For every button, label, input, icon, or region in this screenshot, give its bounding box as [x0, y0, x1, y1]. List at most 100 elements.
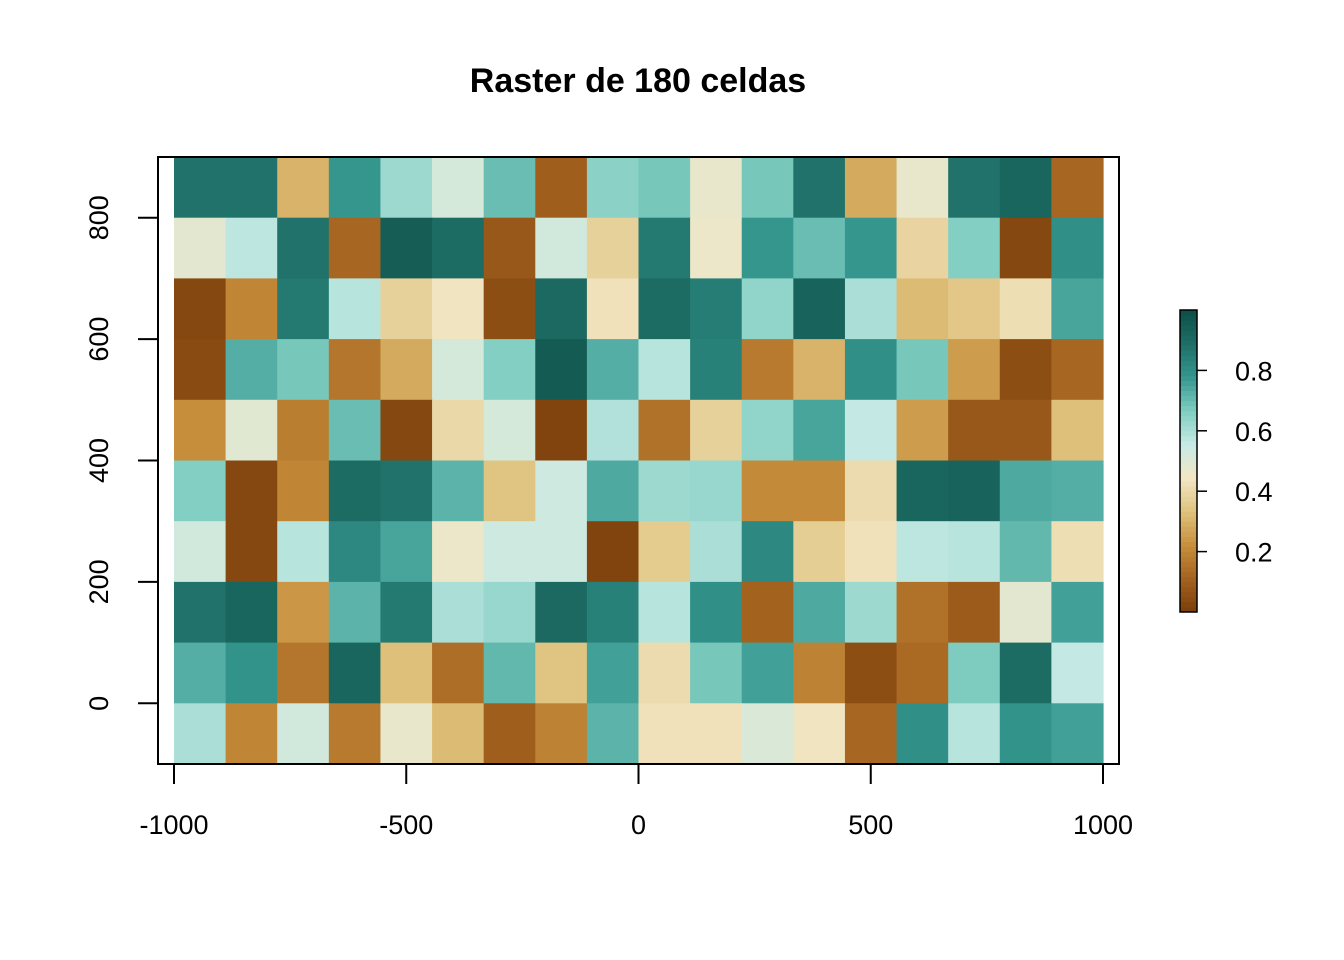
raster-cell — [948, 460, 1001, 522]
raster-cell — [277, 581, 330, 644]
raster-cell — [328, 581, 382, 644]
raster-cell — [690, 460, 743, 522]
raster-cell — [328, 460, 382, 522]
raster-cell — [793, 399, 846, 462]
raster-cell — [741, 217, 794, 279]
colorbar-segment — [1180, 486, 1197, 492]
raster-cell — [1051, 642, 1104, 704]
raster-cell — [174, 399, 227, 462]
colorbar-segment — [1180, 435, 1197, 442]
raster-cell — [896, 703, 949, 765]
raster-cell — [586, 521, 640, 583]
colorbar-segment — [1180, 576, 1197, 583]
raster-cell — [432, 642, 485, 704]
colorbar-segment — [1180, 481, 1197, 487]
raster-cell — [328, 157, 382, 219]
colorbar-segment — [1180, 606, 1197, 613]
raster-cell — [690, 642, 743, 704]
x-tick-label: 1000 — [1073, 810, 1133, 840]
colorbar-segment — [1180, 450, 1197, 457]
raster-cell — [380, 521, 433, 583]
colorbar-segment — [1180, 591, 1197, 598]
raster-cell — [328, 278, 382, 340]
raster-cell — [948, 339, 1001, 401]
colorbar-segment — [1180, 551, 1197, 558]
y-tick-label: 200 — [84, 559, 114, 604]
raster-cell — [225, 581, 278, 644]
colorbar-segment — [1180, 430, 1197, 437]
raster-cell — [225, 278, 278, 340]
raster-cell — [432, 703, 485, 765]
colorbar-tick-label: 0.8 — [1235, 356, 1273, 386]
raster-cell — [586, 581, 640, 644]
raster-cell — [844, 703, 898, 765]
raster-cell — [380, 278, 433, 340]
colorbar-segment — [1180, 586, 1197, 593]
raster-cell — [277, 339, 330, 401]
raster-cell — [535, 703, 588, 765]
raster-cell — [483, 642, 536, 704]
raster-cell — [844, 339, 898, 401]
raster-cell — [793, 581, 846, 644]
colorbar-segment — [1180, 445, 1197, 452]
raster-cell — [1051, 399, 1104, 462]
raster-cell — [638, 460, 691, 522]
raster-cell — [638, 339, 691, 401]
raster-cell — [586, 399, 640, 462]
colorbar-segment — [1180, 496, 1197, 502]
colorbar-segment — [1180, 501, 1197, 507]
raster-cell — [999, 460, 1052, 522]
colorbar-segment — [1180, 370, 1197, 376]
raster-cell — [277, 521, 330, 583]
raster-cell — [225, 703, 278, 765]
raster-cell — [896, 460, 949, 522]
raster-cell — [535, 521, 588, 583]
colorbar-segment — [1180, 400, 1197, 407]
raster-cell — [432, 581, 485, 644]
x-tick-label: 500 — [848, 810, 893, 840]
raster-cell — [483, 157, 536, 219]
raster-cell — [277, 642, 330, 704]
raster-cell — [174, 642, 227, 704]
raster-cell — [690, 278, 743, 340]
colorbar-segment — [1180, 350, 1197, 356]
raster-cell — [896, 399, 949, 462]
raster-cell — [535, 157, 588, 219]
raster-cell — [586, 339, 640, 401]
raster-cell — [793, 460, 846, 522]
raster-cell — [432, 217, 485, 279]
raster-cell — [174, 278, 227, 340]
raster-cell — [844, 278, 898, 340]
colorbar-segment — [1180, 395, 1197, 402]
raster-cell — [638, 278, 691, 340]
raster-cell — [999, 217, 1052, 279]
colorbar-segment — [1180, 360, 1197, 366]
raster-cell — [277, 703, 330, 765]
raster-cell — [380, 581, 433, 644]
colorbar-legend: 0.2 0.4 0.6 0.8 — [1179, 309, 1273, 613]
raster-cell — [174, 460, 227, 522]
colorbar-segment — [1180, 380, 1197, 386]
colorbar-segment — [1180, 511, 1197, 517]
raster-cell — [793, 217, 846, 279]
raster-cell — [1051, 521, 1104, 583]
raster-cell — [1051, 278, 1104, 340]
raster-cell — [638, 703, 691, 765]
raster-cell — [380, 460, 433, 522]
raster-cell — [380, 399, 433, 462]
raster-cell — [328, 521, 382, 583]
raster-cell — [328, 399, 382, 462]
colorbar-segment — [1180, 461, 1197, 467]
colorbar-segment — [1180, 420, 1197, 427]
raster-cell — [174, 217, 227, 279]
raster-cell — [328, 217, 382, 279]
raster-cell — [277, 157, 330, 219]
raster-cell — [896, 581, 949, 644]
raster-cell — [432, 399, 485, 462]
colorbar-segment — [1180, 390, 1197, 397]
raster-cell — [793, 278, 846, 340]
colorbar-segment — [1180, 506, 1197, 512]
colorbar-segment — [1180, 455, 1197, 462]
raster-cell — [948, 217, 1001, 279]
colorbar-segment — [1180, 330, 1197, 336]
